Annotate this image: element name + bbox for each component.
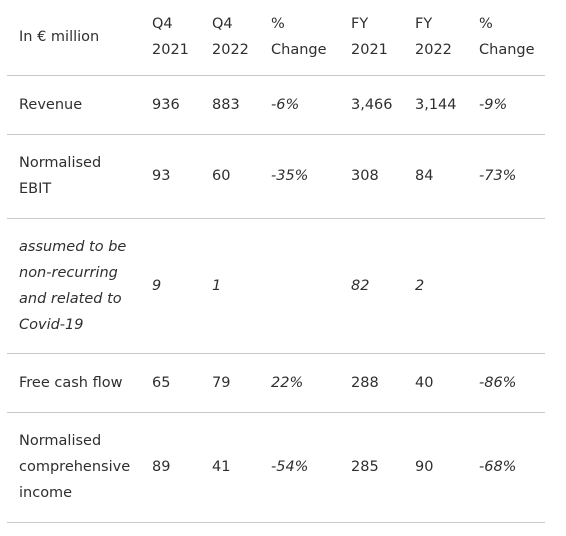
cell-value: -73% bbox=[479, 168, 517, 184]
cell-value bbox=[467, 218, 545, 353]
row-label: Free cash flow bbox=[19, 374, 123, 391]
row-label: Normalised comprehensive income bbox=[19, 433, 131, 501]
cell-value: -6% bbox=[271, 96, 300, 113]
cell-value: -35% bbox=[271, 168, 309, 184]
header-q4-change: % Change bbox=[271, 16, 327, 59]
cell-value: 2 bbox=[415, 277, 425, 294]
cell-value: 285 bbox=[351, 459, 379, 475]
table-row-normalised-ebit: Normalised EBIT 93 60 -35% 308 84 -73% bbox=[7, 134, 545, 218]
cell-value: 3,144 bbox=[415, 96, 457, 113]
cell-value: 40 bbox=[415, 374, 434, 391]
cell-value: 82 bbox=[351, 277, 370, 294]
cell-value: 41 bbox=[212, 459, 231, 475]
cell-value: 60 bbox=[212, 168, 231, 184]
cell-value: -54% bbox=[271, 459, 309, 475]
cell-value: 22% bbox=[271, 374, 304, 391]
table-row-normalised-comprehensive-income: Normalised comprehensive income 89 41 -54%… bbox=[7, 412, 545, 522]
row-label: assumed to be non-recurring and related to… bbox=[19, 238, 127, 333]
header-q4-2022: Q4 2022 bbox=[212, 16, 249, 59]
table-row-free-cash-flow: Free cash flow 65 79 22% 288 40 -86% bbox=[7, 353, 545, 412]
cell-value: -9% bbox=[479, 96, 508, 113]
cell-value: 9 bbox=[152, 277, 162, 294]
cell-value bbox=[259, 218, 339, 353]
header-fy-2022: FY 2022 bbox=[415, 16, 452, 59]
table-header-row: In € million Q4 2021 Q4 2022 % Change FY 202… bbox=[7, 0, 545, 75]
cell-value: 883 bbox=[212, 96, 240, 113]
cell-value: 936 bbox=[152, 96, 180, 113]
cell-value: 79 bbox=[212, 374, 231, 391]
cell-value: 1 bbox=[212, 277, 222, 294]
header-q4-2021: Q4 2021 bbox=[152, 16, 189, 59]
table-row-revenue: Revenue 936 883 -6% 3,466 3,144 -9% bbox=[7, 75, 545, 134]
cell-value: 84 bbox=[415, 168, 434, 184]
cell-value: 288 bbox=[351, 374, 379, 391]
cell-value: 93 bbox=[152, 168, 171, 184]
cell-value: 308 bbox=[351, 168, 379, 184]
row-label: Revenue bbox=[19, 96, 83, 113]
cell-value: -86% bbox=[479, 374, 517, 391]
cell-value: -68% bbox=[479, 459, 517, 475]
header-unit: In € million bbox=[19, 29, 100, 46]
table-row-covid-nonrecurring: assumed to be non-recurring and related to… bbox=[7, 218, 545, 353]
cell-value: 89 bbox=[152, 459, 171, 475]
cell-value: 90 bbox=[415, 459, 434, 475]
cell-value: 3,466 bbox=[351, 96, 393, 113]
financial-results-table: In € million Q4 2021 Q4 2022 % Change FY 202… bbox=[7, 0, 545, 523]
header-fy-change: % Change bbox=[479, 16, 535, 59]
header-fy-2021: FY 2021 bbox=[351, 16, 388, 59]
cell-value: 65 bbox=[152, 374, 171, 391]
row-label: Normalised EBIT bbox=[19, 155, 102, 197]
